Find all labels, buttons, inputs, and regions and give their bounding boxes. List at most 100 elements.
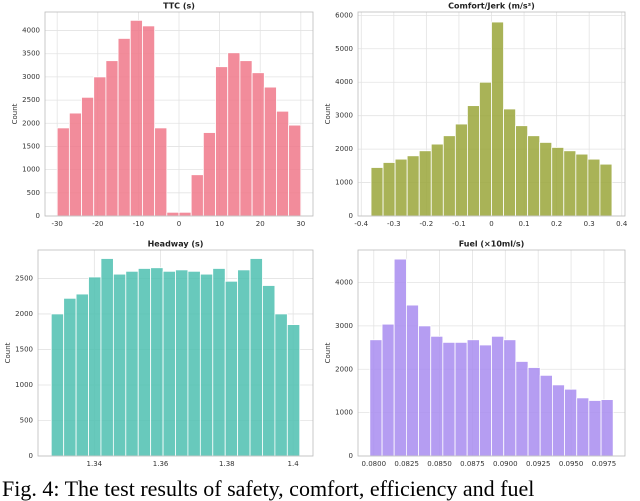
x-tick-label: 0.0950 [559,460,584,468]
bar [503,339,517,457]
bar [576,397,590,457]
x-tick-label: 0.4 [616,220,628,228]
x-tick-label: 0 [489,220,493,228]
bar [479,81,492,217]
bar [575,153,589,217]
bar [262,285,276,457]
plot-frame [44,11,314,217]
bar [117,38,131,217]
x-tick-label: 0.0850 [427,460,452,468]
chart-title: Fuel (×10ml/s) [459,240,525,249]
bar [527,367,541,457]
x-tick-label: 1.38 [219,460,235,468]
bar [430,335,444,457]
bar [75,293,89,457]
y-tick-label: 2000 [22,119,40,127]
bar [467,105,480,217]
bar [466,339,480,457]
bar [563,150,577,217]
bar [202,132,216,217]
y-tick-label: 3000 [22,73,40,81]
bar [599,163,613,217]
bar [88,276,102,457]
x-tick-label: 10 [215,220,224,228]
y-axis-label: Count [324,103,332,124]
y-tick-label: 0 [349,212,353,220]
bar [381,323,395,457]
y-tick-label: 0 [29,452,33,460]
bar [215,66,229,217]
y-tick-label: 1000 [335,409,353,417]
y-tick-label: 500 [27,189,40,197]
bar [491,21,504,217]
bar [81,96,95,217]
bar [515,361,529,457]
bar [588,400,602,457]
chart-title: Headway (s) [148,240,204,249]
bar [93,76,107,217]
x-tick-label: 0.0800 [362,460,387,468]
x-tick-label: -20 [92,220,103,228]
bar [50,313,65,457]
y-tick-label: 2000 [335,365,353,373]
y-axis-label: Count [324,342,332,363]
x-tick-label: 30 [296,220,305,228]
plot-frame [357,249,626,457]
chart-title: TTC (s) [163,2,195,11]
x-tick-label: -10 [133,220,144,228]
bar [539,142,553,217]
y-tick-label: 3000 [335,322,353,330]
bar [190,174,204,217]
bar [406,304,419,457]
x-tick-label: 0.0925 [526,460,551,468]
y-tick-label: 3500 [22,50,40,58]
bar [491,335,505,457]
x-tick-label: 1.34 [87,460,103,468]
y-tick-label: 6000 [335,11,353,19]
bar [587,158,601,217]
bar [286,324,301,457]
bar [393,258,407,457]
bar [418,325,432,457]
x-tick-label: -0.1 [452,220,466,228]
bar [150,267,164,457]
x-tick-label: 1.36 [153,460,169,468]
bar [478,344,492,457]
y-tick-label: 1500 [15,345,33,353]
bar [527,135,541,217]
bar [382,162,396,217]
bar [442,135,456,217]
bar [56,127,70,217]
plot-frame [37,249,314,457]
x-tick-label: 0.0875 [460,460,485,468]
bar [227,52,241,217]
bar [175,269,189,457]
x-tick-label: -30 [51,220,62,228]
bar [105,60,119,217]
x-tick-label: 0.0900 [493,460,518,468]
y-tick-label: 1000 [15,381,33,389]
bar [370,167,384,217]
y-tick-label: 4000 [22,27,40,35]
chart-title: Comfort/Jerk (m/s³) [448,2,535,11]
plot-frame [357,11,626,217]
bar [166,211,180,217]
bar [224,280,239,457]
bar [251,72,265,217]
bar [142,25,156,217]
y-tick-label: 1000 [335,179,353,187]
y-tick-label: 2500 [22,96,40,104]
x-tick-label: 1.4 [288,460,300,468]
bar [454,123,468,217]
bar [137,268,152,457]
bar [187,270,201,457]
bar [162,270,176,457]
bar [551,384,565,457]
bar [394,158,408,217]
x-tick-label: 0 [177,220,181,228]
x-tick-label: -0.2 [420,220,434,228]
bar [288,124,302,217]
y-tick-label: 1500 [22,142,40,150]
y-tick-label: 2000 [15,310,33,318]
